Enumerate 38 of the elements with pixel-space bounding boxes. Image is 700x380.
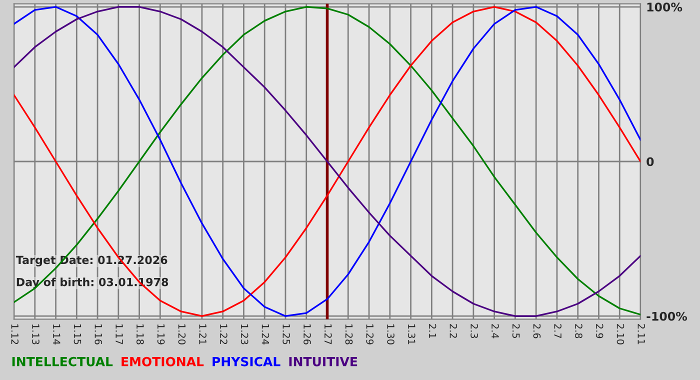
x-tick-label: 2.1 — [428, 324, 436, 338]
x-tick-label: 2.3 — [470, 324, 478, 338]
x-tick-label: 1.24 — [262, 324, 270, 344]
text: PHYSICAL — [212, 356, 280, 366]
x-tick-label: 1.31 — [408, 324, 416, 344]
x-tick-label: 1.29 — [366, 324, 374, 344]
x-tick-label: 1.15 — [74, 324, 82, 344]
x-tick-label: 1.22 — [220, 324, 228, 344]
x-tick-label: 2.7 — [554, 324, 562, 338]
x-tick-label: 1.25 — [282, 324, 290, 344]
x-tick-label: 1.26 — [304, 324, 311, 344]
x-tick-label: 1.23 — [240, 324, 248, 344]
y-tick-label: 0 — [646, 157, 654, 166]
x-tick-label: 1.27 — [324, 324, 332, 344]
x-tick-label: 1.14 — [53, 324, 60, 344]
x-tick-label: 1.20 — [178, 324, 186, 344]
x-tick-label: 1.18 — [136, 324, 144, 344]
text: INTUITIVE — [289, 357, 358, 366]
text: EMOTIONAL — [122, 356, 204, 366]
x-tick-label: 2.2 — [450, 324, 458, 338]
x-tick-label: 1.13 — [32, 324, 40, 344]
x-tick-label: 2.6 — [533, 324, 541, 338]
x-tick-label: 1.16 — [94, 324, 102, 344]
text: INTELLECTUAL — [12, 356, 113, 366]
x-tick-label: 1.28 — [345, 324, 353, 344]
x-tick-label: 1.12 — [11, 324, 19, 344]
x-tick-label: 1.19 — [157, 324, 165, 344]
x-tick-label: 2.9 — [596, 324, 604, 338]
y-tick-label: -100% — [646, 312, 688, 321]
x-tick-label: 2.10 — [616, 324, 624, 344]
x-tick-label: 2.11 — [638, 324, 646, 344]
y-tick-label: 100% — [647, 2, 682, 12]
x-tick-label: 1.30 — [387, 324, 394, 344]
x-tick-label: 1.17 — [116, 324, 123, 344]
x-tick-label: 2.4 — [492, 324, 499, 338]
x-tick-label: 2.5 — [512, 324, 520, 338]
x-tick-label: 2.8 — [575, 324, 582, 338]
x-tick-label: 1.21 — [199, 324, 206, 344]
